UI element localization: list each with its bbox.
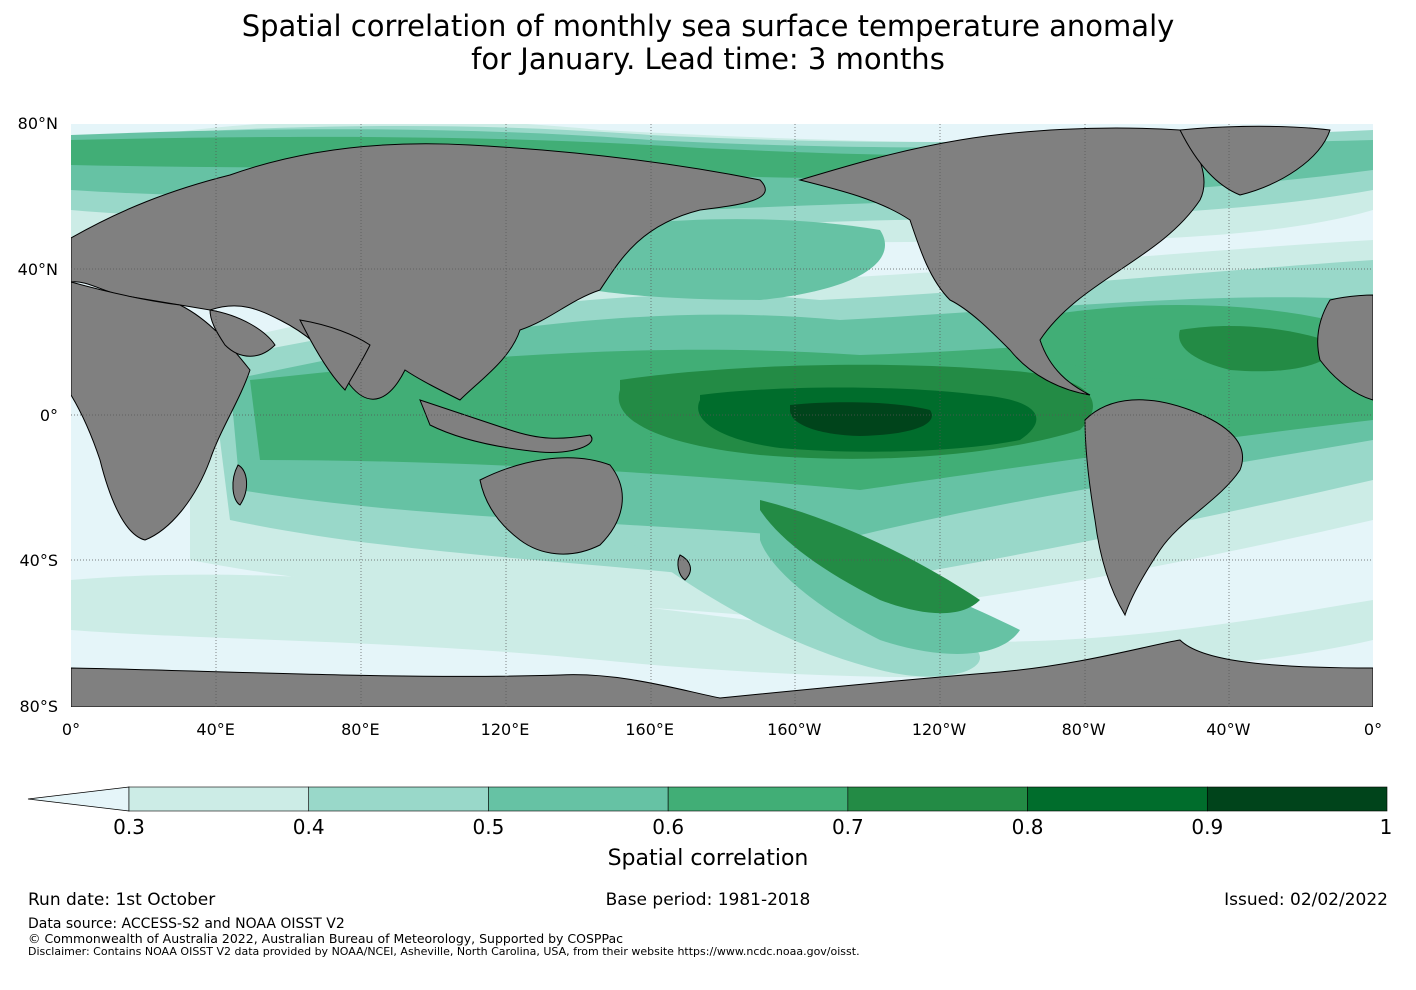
longitude-label: 0° xyxy=(1363,720,1383,739)
colorbar-tick-label: 0.5 xyxy=(472,815,505,839)
copyright-notice: © Commonwealth of Australia 2022, Austra… xyxy=(28,931,623,946)
greenland xyxy=(1179,125,1331,196)
africa xyxy=(71,281,251,541)
colorbar-bin xyxy=(1206,786,1388,812)
colorbar-tick-label: 0.8 xyxy=(1011,815,1044,839)
longitude-label: 40°W xyxy=(1206,720,1251,739)
madagascar xyxy=(232,464,247,506)
colorbar-bin xyxy=(847,786,1028,812)
colorbar-bin xyxy=(667,786,849,812)
colorbar-bin xyxy=(488,786,669,812)
south-america xyxy=(1084,399,1243,617)
map-title-line-1: Spatial correlation of monthly sea surfa… xyxy=(241,9,1175,43)
data-source: Data source: ACCESS-S2 and NOAA OISST V2 xyxy=(28,916,345,932)
latitude-label: 0° xyxy=(39,405,58,425)
eurasia xyxy=(71,143,766,401)
run-date: Run date: 1st October xyxy=(28,890,216,910)
maritime-continent xyxy=(419,399,593,454)
india xyxy=(299,319,371,391)
correlation-map xyxy=(71,124,1373,707)
colorbar-label: Spatial correlation xyxy=(607,846,809,871)
longitude-label: 40°E xyxy=(196,720,235,739)
colorbar-tick-label: 0.3 xyxy=(113,815,145,839)
colorbar-tick-label: 0.7 xyxy=(831,815,864,839)
base-period: Base period: 1981-2018 xyxy=(605,890,811,910)
issued-date: Issued: 02/02/2022 xyxy=(1224,890,1388,910)
colorbar-tick-label: 0.9 xyxy=(1191,815,1224,839)
colorbar-bin xyxy=(128,786,310,812)
longitude-label: 120°W xyxy=(911,720,967,739)
latitude-label: 80°N xyxy=(17,114,58,133)
colorbar-bin xyxy=(308,786,489,812)
north-america xyxy=(798,127,1205,396)
gridlines xyxy=(71,124,1373,707)
australia xyxy=(479,457,623,555)
longitude-label: 160°E xyxy=(625,720,674,739)
colorbar-bin xyxy=(1027,786,1208,812)
colorbar xyxy=(27,786,1388,812)
longitude-label: 160°W xyxy=(767,720,822,739)
longitude-label: 0° xyxy=(61,720,81,739)
longitude-label: 80°W xyxy=(1061,720,1106,739)
disclaimer: Disclaimer: Contains NOAA OISST V2 data … xyxy=(28,945,860,958)
colorbar-extend-min xyxy=(27,786,130,812)
latitude-label: 40°N xyxy=(17,259,58,279)
latitude-label: 40°S xyxy=(19,551,58,571)
africa-west-edge xyxy=(1317,294,1373,401)
new-zealand xyxy=(677,554,691,581)
colorbar-tick-label: 1 xyxy=(1379,815,1393,839)
arabia xyxy=(209,309,276,357)
longitude-label: 120°E xyxy=(480,720,530,739)
colorbar-tick-label: 0.4 xyxy=(292,815,325,839)
longitude-label: 80°E xyxy=(341,720,380,739)
latitude-label: 80°S xyxy=(19,697,58,716)
map-title-line-2: for January. Lead time: 3 months xyxy=(471,42,945,76)
colorbar-tick-label: 0.6 xyxy=(652,815,685,839)
antarctica xyxy=(71,639,1373,707)
land-masses xyxy=(71,125,1373,707)
